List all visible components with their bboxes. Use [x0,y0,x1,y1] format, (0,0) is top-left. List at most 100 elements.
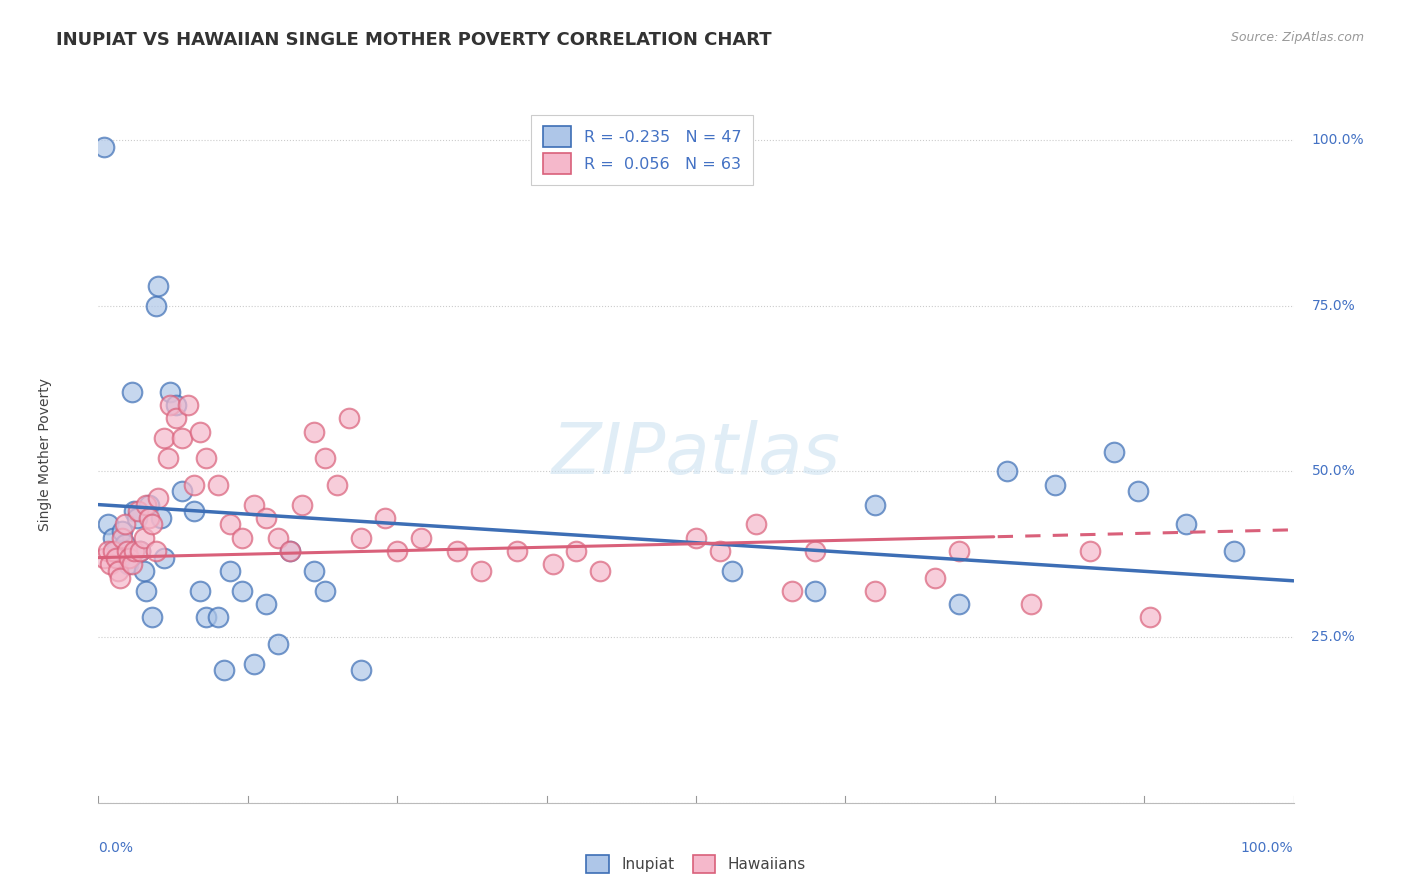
Point [177,398,200,412]
Point [115,544,138,558]
Point [243,498,266,512]
Point [148,279,170,293]
Point [93,140,115,154]
Point [541,558,564,572]
Point [1043,477,1066,491]
Point [863,498,886,512]
Point [118,550,141,565]
Point [995,465,1018,479]
Point [254,597,277,611]
Point [141,610,163,624]
Point [207,610,229,624]
Point [278,544,301,558]
Point [565,544,588,558]
Point [337,411,360,425]
Point [219,564,242,578]
Text: 25.0%: 25.0% [1312,630,1355,644]
Point [207,477,229,491]
Point [948,544,970,558]
Point [108,570,131,584]
Point [231,531,253,545]
Point [194,451,217,466]
Point [105,550,128,565]
Point [302,564,325,578]
Point [101,531,124,545]
Point [145,299,167,313]
Point [1102,444,1125,458]
Point [135,498,157,512]
Point [804,544,827,558]
Point [1139,610,1161,624]
Point [290,498,312,512]
Point [98,558,122,572]
Point [121,558,143,572]
Point [350,531,373,545]
Point [145,544,167,558]
Point [125,511,148,525]
Point [780,583,803,598]
Text: INUPIAT VS HAWAIIAN SINGLE MOTHER POVERTY CORRELATION CHART: INUPIAT VS HAWAIIAN SINGLE MOTHER POVERT… [56,31,772,49]
Point [350,663,373,677]
Point [231,583,253,598]
Text: ZIPatlas: ZIPatlas [551,420,841,490]
Point [172,484,194,499]
Text: 100.0%: 100.0% [1241,841,1294,855]
Legend: Inupiat, Hawaiians: Inupiat, Hawaiians [579,849,813,879]
Point [156,451,179,466]
Point [709,544,731,558]
Point [153,431,176,445]
Point [105,544,128,558]
Point [117,558,139,572]
Point [721,564,744,578]
Point [138,498,160,512]
Point [101,544,124,558]
Point [138,511,160,525]
Point [165,398,187,412]
Point [108,550,131,565]
Point [278,544,301,558]
Point [470,564,492,578]
Point [183,477,205,491]
Point [315,583,337,598]
Point [326,477,349,491]
Point [315,451,337,466]
Point [267,531,290,545]
Point [111,531,134,545]
Point [129,544,152,558]
Point [194,610,217,624]
Point [804,583,827,598]
Point [97,544,120,558]
Point [132,564,155,578]
Point [129,544,152,558]
Point [153,550,176,565]
Point [1080,544,1102,558]
Point [745,517,768,532]
Point [124,544,146,558]
Point [188,583,211,598]
Point [107,564,129,578]
Point [188,425,211,439]
Point [159,384,181,399]
Point [172,431,194,445]
Point [111,524,134,538]
Point [114,537,136,551]
Point [506,544,529,558]
Point [93,550,115,565]
Text: Single Mother Poverty: Single Mother Poverty [38,378,52,532]
Point [243,657,266,671]
Point [385,544,409,558]
Text: 100.0%: 100.0% [1312,133,1364,147]
Point [219,517,242,532]
Point [165,411,187,425]
Point [411,531,433,545]
Point [374,511,396,525]
Point [135,583,157,598]
Point [948,597,970,611]
Point [863,583,886,598]
Point [589,564,612,578]
Point [924,570,946,584]
Point [446,544,468,558]
Point [1019,597,1042,611]
Point [149,511,172,525]
Point [132,531,155,545]
